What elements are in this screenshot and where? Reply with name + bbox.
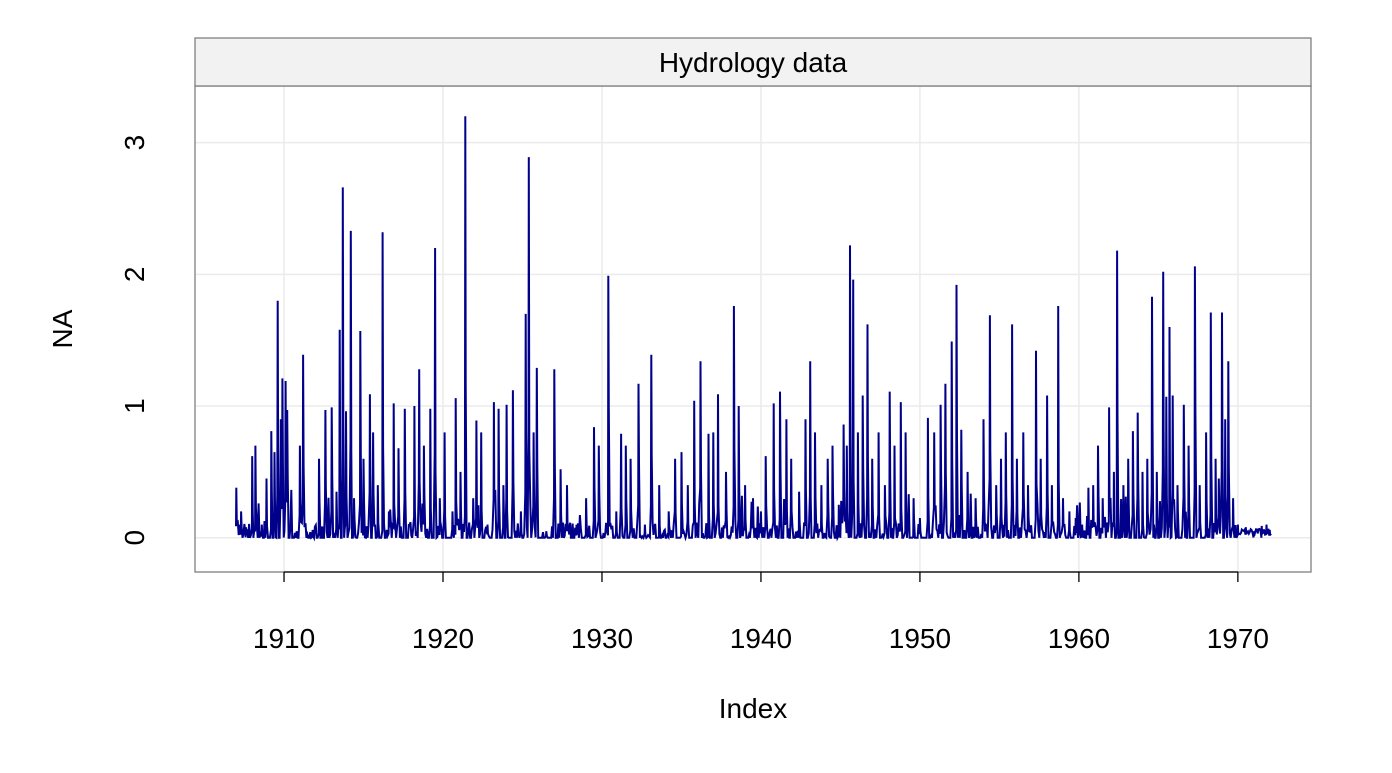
x-tick-label: 1920 [412, 623, 474, 654]
x-tick-label: 1940 [730, 623, 792, 654]
y-tick-label: 2 [119, 267, 150, 283]
series-layer [235, 116, 1272, 542]
x-tick-label: 1910 [253, 623, 315, 654]
y-axis-label: NA [47, 309, 78, 348]
y-axis: 0 1 2 3 [119, 135, 150, 546]
y-tick-label: 3 [119, 135, 150, 151]
y-tick-label: 1 [119, 398, 150, 414]
x-axis-label: Index [719, 693, 788, 724]
x-axis: 1910 1920 1930 1940 1950 1960 1970 [253, 571, 1269, 654]
x-tick-label: 1960 [1048, 623, 1110, 654]
grid-lines [195, 86, 1311, 572]
x-tick-label: 1970 [1207, 623, 1269, 654]
title-strip [194, 37, 1312, 87]
x-tick-label: 1950 [889, 623, 951, 654]
x-tick-label: 1930 [571, 623, 633, 654]
series-line [235, 116, 1272, 542]
y-tick-label: 0 [119, 530, 150, 546]
chart-title: Hydrology data [659, 47, 848, 78]
